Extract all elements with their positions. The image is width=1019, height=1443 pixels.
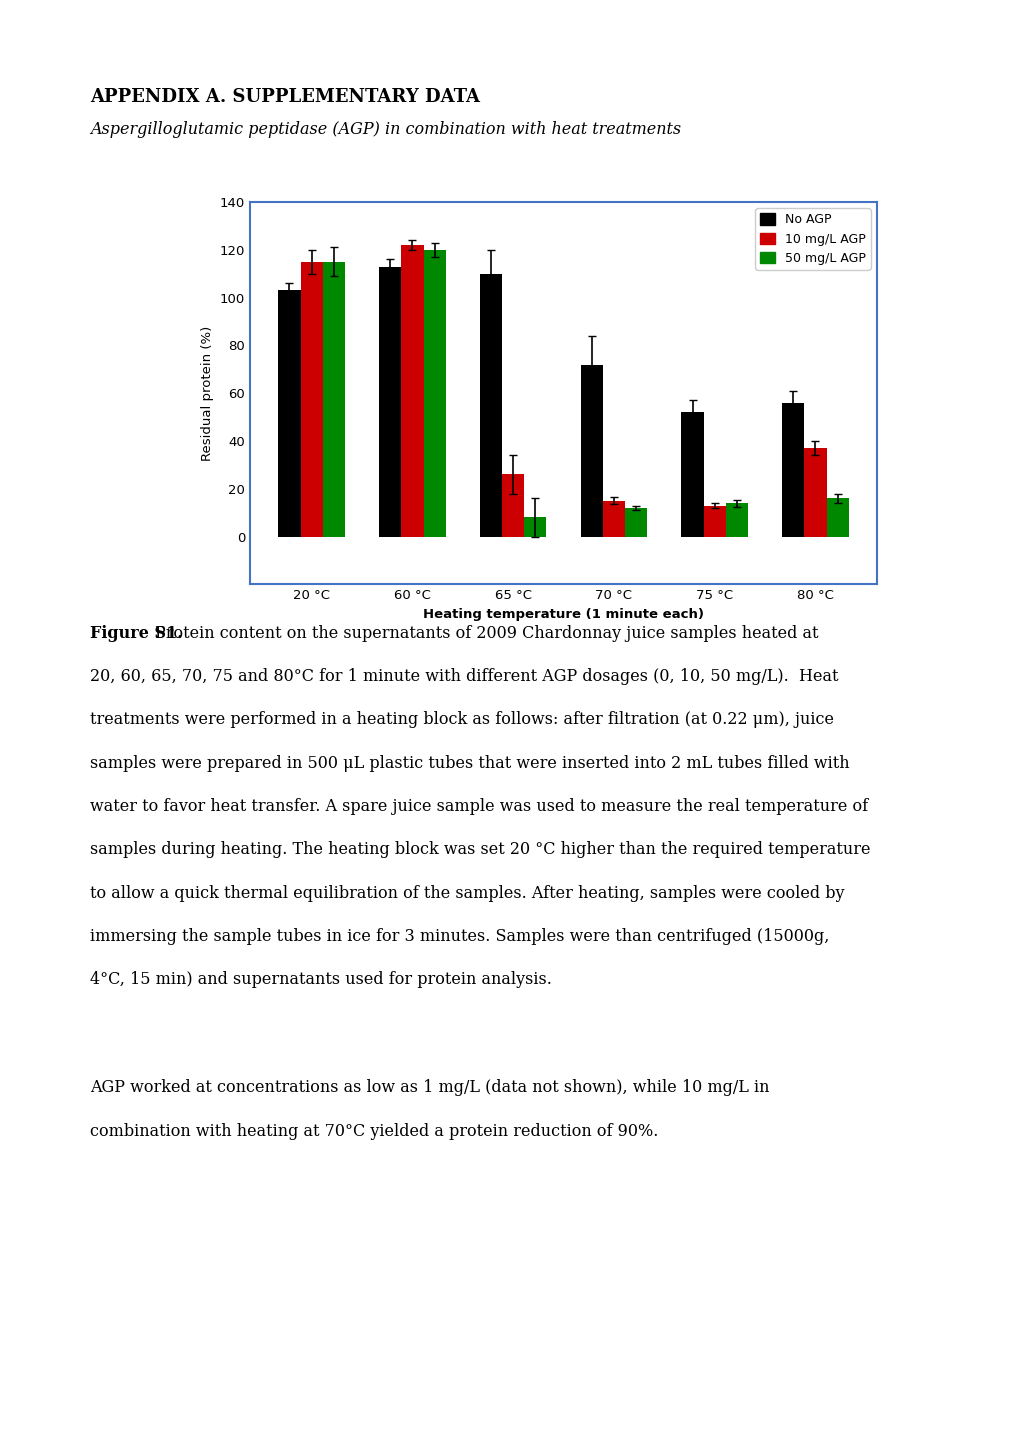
Text: treatments were performed in a heating block as follows: after filtration (at 0.: treatments were performed in a heating b…	[90, 711, 834, 729]
Text: Protein content on the supernatants of 2009 Chardonnay juice samples heated at: Protein content on the supernatants of 2…	[155, 625, 818, 642]
Text: samples during heating. The heating block was set 20 °C higher than the required: samples during heating. The heating bloc…	[90, 841, 869, 859]
Bar	[580, 365, 602, 537]
Legend: No AGP, 10 mg/L AGP, 50 mg/L AGP: No AGP, 10 mg/L AGP, 50 mg/L AGP	[754, 208, 870, 270]
Bar	[703, 505, 726, 537]
Bar	[301, 261, 322, 537]
Text: APPENDIX A. SUPPLEMENTARY DATA: APPENDIX A. SUPPLEMENTARY DATA	[90, 88, 480, 105]
Bar	[480, 274, 501, 537]
Bar	[423, 250, 445, 537]
Bar	[726, 504, 747, 537]
Bar	[524, 518, 546, 537]
Bar	[400, 245, 423, 537]
Text: 20, 60, 65, 70, 75 and 80°C for 1 minute with different AGP dosages (0, 10, 50 m: 20, 60, 65, 70, 75 and 80°C for 1 minute…	[90, 668, 838, 685]
Bar	[681, 413, 703, 537]
Text: to allow a quick thermal equilibration of the samples. After heating, samples we: to allow a quick thermal equilibration o…	[90, 885, 844, 902]
Text: 4°C, 15 min) and supernatants used for protein analysis.: 4°C, 15 min) and supernatants used for p…	[90, 971, 551, 988]
Bar	[322, 261, 344, 537]
Text: Figure S1.: Figure S1.	[90, 625, 189, 642]
Text: Aspergilloglutamic peptidase (AGP) in combination with heat treatments: Aspergilloglutamic peptidase (AGP) in co…	[90, 121, 681, 139]
Y-axis label: Residual protein (%): Residual protein (%)	[201, 326, 214, 460]
Bar	[379, 267, 400, 537]
X-axis label: Heating temperature (1 minute each): Heating temperature (1 minute each)	[423, 608, 703, 620]
Bar	[602, 501, 625, 537]
Text: samples were prepared in 500 μL plastic tubes that were inserted into 2 mL tubes: samples were prepared in 500 μL plastic …	[90, 755, 849, 772]
Text: AGP worked at concentrations as low as 1 mg/L (data not shown), while 10 mg/L in: AGP worked at concentrations as low as 1…	[90, 1079, 768, 1097]
Bar	[804, 449, 825, 537]
Bar	[278, 290, 301, 537]
Bar	[625, 508, 646, 537]
Text: combination with heating at 70°C yielded a protein reduction of 90%.: combination with heating at 70°C yielded…	[90, 1123, 657, 1140]
Bar	[501, 475, 524, 537]
Bar	[825, 498, 848, 537]
Text: water to favor heat transfer. A spare juice sample was used to measure the real : water to favor heat transfer. A spare ju…	[90, 798, 867, 815]
Text: immersing the sample tubes in ice for 3 minutes. Samples were than centrifuged (: immersing the sample tubes in ice for 3 …	[90, 928, 828, 945]
Bar	[782, 403, 804, 537]
